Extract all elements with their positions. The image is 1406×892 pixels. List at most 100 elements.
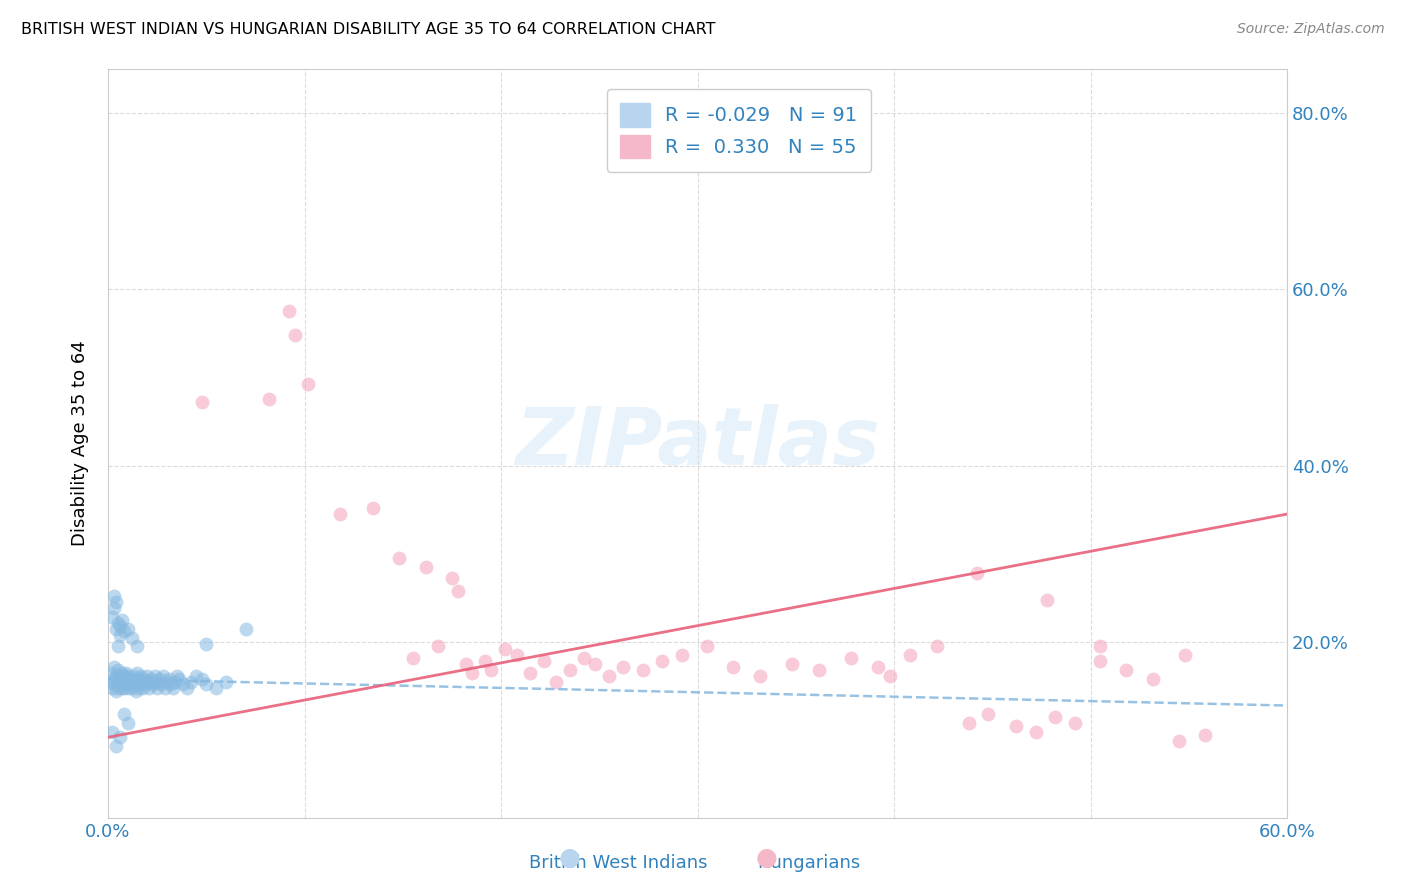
- Point: [977, 707, 1000, 722]
- Point: [107, 663, 129, 677]
- Point: [103, 672, 125, 686]
- Text: ●: ●: [558, 846, 581, 870]
- Point: [104, 595, 127, 609]
- Text: Source: ZipAtlas.com: Source: ZipAtlas.com: [1237, 22, 1385, 37]
- Point: [868, 659, 890, 673]
- Point: [117, 622, 139, 636]
- Point: [1005, 719, 1028, 733]
- Point: [118, 672, 141, 686]
- Point: [1025, 725, 1047, 739]
- Point: [494, 642, 516, 657]
- Point: [148, 672, 170, 686]
- Point: [195, 677, 218, 691]
- Point: [103, 659, 125, 673]
- Point: [215, 674, 238, 689]
- Point: [277, 304, 299, 318]
- Point: [136, 668, 159, 682]
- Point: [121, 681, 143, 695]
- Point: [506, 648, 529, 663]
- Point: [361, 500, 384, 515]
- Point: [134, 677, 156, 691]
- Point: [146, 681, 169, 695]
- Point: [114, 672, 136, 686]
- Point: [879, 668, 901, 682]
- Point: [1043, 710, 1066, 724]
- Point: [98, 674, 121, 689]
- Point: [235, 622, 257, 636]
- Point: [117, 681, 139, 695]
- Point: [1115, 663, 1137, 677]
- Y-axis label: Disability Age 35 to 64: Disability Age 35 to 64: [72, 341, 89, 547]
- Point: [128, 681, 150, 695]
- Point: [427, 640, 450, 654]
- Point: [112, 668, 135, 682]
- Point: [460, 665, 482, 680]
- Point: [1142, 672, 1164, 686]
- Point: [1194, 728, 1216, 742]
- Text: ●: ●: [755, 846, 778, 870]
- Point: [117, 668, 139, 682]
- Point: [122, 668, 145, 682]
- Point: [143, 668, 166, 682]
- Point: [121, 631, 143, 645]
- Point: [957, 716, 980, 731]
- Point: [156, 674, 179, 689]
- Point: [927, 640, 949, 654]
- Point: [103, 677, 125, 691]
- Point: [114, 665, 136, 680]
- Point: [297, 377, 319, 392]
- Point: [108, 668, 131, 682]
- Text: British West Indians: British West Indians: [530, 855, 707, 872]
- Point: [195, 637, 218, 651]
- Legend: R = -0.029   N = 91, R =  0.330   N = 55: R = -0.029 N = 91, R = 0.330 N = 55: [607, 89, 870, 172]
- Point: [104, 622, 127, 636]
- Point: [118, 677, 141, 691]
- Point: [205, 681, 228, 695]
- Point: [111, 681, 134, 695]
- Point: [108, 731, 131, 745]
- Point: [671, 648, 693, 663]
- Point: [142, 677, 165, 691]
- Point: [1168, 734, 1191, 748]
- Text: ZIPatlas: ZIPatlas: [515, 404, 880, 483]
- Point: [176, 681, 198, 695]
- Point: [167, 672, 190, 686]
- Point: [180, 674, 202, 689]
- Point: [1090, 654, 1112, 668]
- Point: [839, 651, 862, 665]
- Point: [898, 648, 921, 663]
- Point: [329, 507, 352, 521]
- Point: [1174, 648, 1197, 663]
- Point: [651, 654, 673, 668]
- Point: [388, 551, 411, 566]
- Text: Hungarians: Hungarians: [756, 855, 860, 872]
- Point: [112, 674, 135, 689]
- Point: [150, 677, 173, 691]
- Point: [107, 640, 129, 654]
- Point: [160, 677, 183, 691]
- Point: [966, 566, 988, 581]
- Point: [141, 672, 163, 686]
- Point: [598, 668, 620, 682]
- Point: [108, 619, 131, 633]
- Point: [124, 677, 146, 691]
- Point: [721, 659, 744, 673]
- Point: [146, 674, 169, 689]
- Point: [162, 681, 184, 695]
- Point: [157, 672, 180, 686]
- Point: [612, 659, 634, 673]
- Point: [163, 674, 186, 689]
- Point: [572, 651, 595, 665]
- Point: [696, 640, 718, 654]
- Point: [780, 657, 803, 671]
- Point: [107, 674, 129, 689]
- Point: [112, 681, 135, 695]
- Point: [112, 624, 135, 639]
- Point: [111, 672, 134, 686]
- Point: [138, 681, 160, 695]
- Point: [191, 395, 214, 409]
- Point: [124, 683, 146, 698]
- Point: [128, 677, 150, 691]
- Point: [117, 716, 139, 731]
- Point: [127, 640, 149, 654]
